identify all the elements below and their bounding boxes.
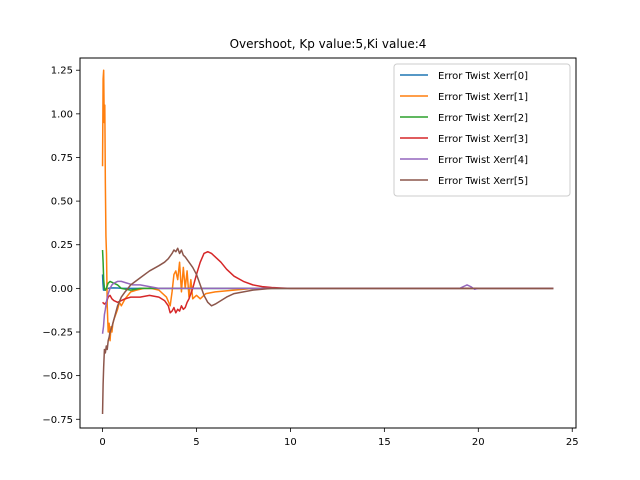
plot-frame xyxy=(79,57,577,429)
y-tick-label: −0.75 xyxy=(42,415,73,426)
y-tick-label: 1.00 xyxy=(51,109,73,120)
y-tick-label: 0.50 xyxy=(51,197,73,208)
y-tick-label: −0.50 xyxy=(42,371,73,382)
series-layer xyxy=(101,69,554,415)
x-axis: 0 5 10 15 20 25 xyxy=(99,428,579,448)
x-tick-label: 20 xyxy=(472,437,485,448)
legend-entry: Error Twist Xerr[3] xyxy=(438,134,528,145)
legend-entry: Error Twist Xerr[2] xyxy=(438,113,528,124)
legend-entry: Error Twist Xerr[5] xyxy=(438,176,528,187)
series-line-3 xyxy=(102,250,554,314)
x-tick-label: 0 xyxy=(99,437,105,448)
y-tick-label: −0.25 xyxy=(42,328,73,339)
series-line-4 xyxy=(101,280,554,334)
y-tick-label: 0.75 xyxy=(51,153,73,164)
legend-entry: Error Twist Xerr[1] xyxy=(438,92,528,103)
x-tick-label: 25 xyxy=(566,437,579,448)
chart-title: Overshoot, Kp value:5,Ki value:4 xyxy=(230,37,427,51)
y-tick-label: 0.25 xyxy=(51,240,73,251)
x-tick-label: 15 xyxy=(378,437,391,448)
y-axis: −0.75 −0.50 −0.25 0.00 0.25 0.50 0.75 1.00 1.25 xyxy=(42,66,80,426)
legend-entry: Error Twist Xerr[4] xyxy=(438,155,528,166)
legend-entry: Error Twist Xerr[0] xyxy=(438,71,528,82)
series-line-5 xyxy=(101,247,554,415)
legend-box xyxy=(393,63,571,197)
legend: Error Twist Xerr[0] Error Twist Xerr[1] Er… xyxy=(393,63,571,197)
x-tick-label: 10 xyxy=(284,437,297,448)
y-tick-label: 1.25 xyxy=(51,66,73,77)
y-tick-label: 0.00 xyxy=(51,284,73,295)
x-tick-label: 5 xyxy=(193,437,199,448)
